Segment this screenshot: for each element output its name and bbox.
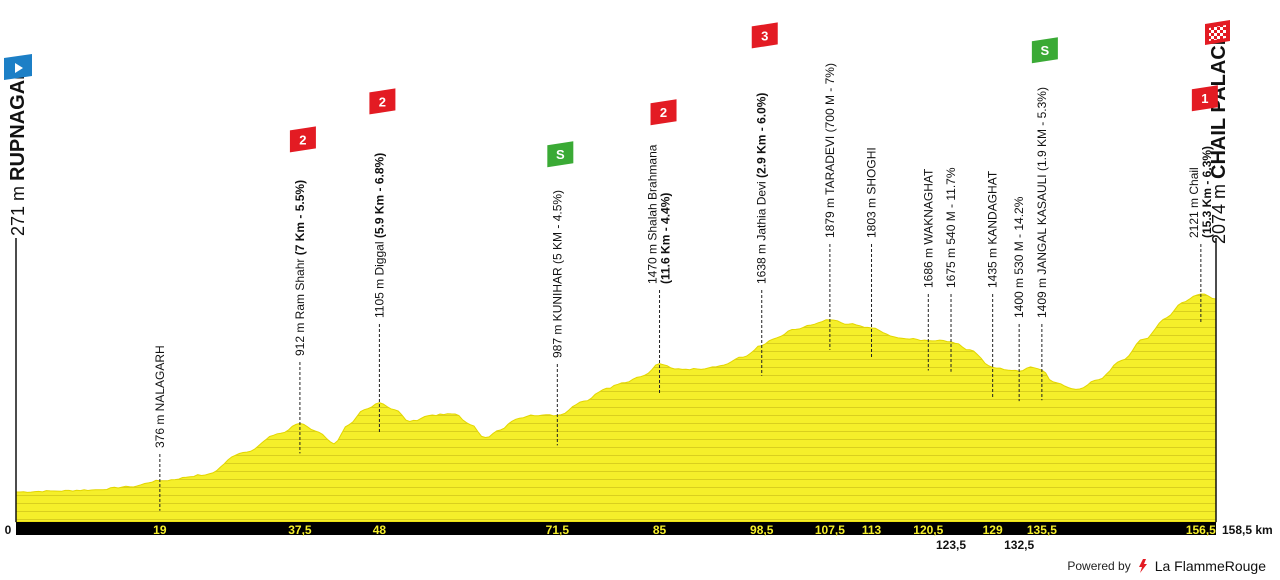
badge-shape (650, 99, 677, 126)
climb-category-badge: 2 (289, 126, 316, 153)
waypoint-label: 1803 m SHOGHI (865, 147, 879, 238)
badge-text: 1 (1201, 91, 1208, 106)
powered-by-text: Powered by (1067, 559, 1131, 573)
x-tick-label: 129 (983, 523, 1003, 537)
waypoint-label: 1675 m 540 M - 11.7% (944, 167, 958, 288)
sprint-badge: S (547, 141, 574, 168)
badge-shape (289, 126, 316, 153)
x-tick-label: 135,5 (1027, 523, 1057, 537)
badge-shape (1191, 85, 1218, 112)
x-tick-label: 19 (153, 523, 167, 537)
x-tick-label-lower: 123,5 (936, 538, 966, 552)
badge-text: 2 (299, 132, 306, 147)
waypoint-label: (11.6 Km - 4.4%) (659, 193, 673, 284)
waypoint-label-part: (11.6 Km - 4.4%) (659, 193, 673, 284)
waypoint-label: 1638 m Jathia Devi (2.9 Km - 6.0%) (755, 93, 769, 284)
waypoint-label-part: 1470 m Shalah Brahmana (646, 144, 660, 284)
waypoint-label-part: 912 m Ram Shahr (293, 255, 307, 356)
finish-altitude: 2074 m (1209, 179, 1229, 244)
waypoint-label-part: 1400 m 530 M - 14.2% (1012, 196, 1026, 318)
waypoint-label-part: 1409 m JANGAL KASAULI (1.9 KM - 5.3%) (1035, 87, 1049, 318)
x-tick-label: 48 (373, 523, 387, 537)
x-tick-label: 0 (5, 523, 12, 537)
badge-text: S (556, 147, 565, 162)
distance-axis-bar (16, 522, 1216, 535)
waypoint-label-part: 987 m KUNIHAR (5 KM - 4.5%) (550, 190, 564, 358)
waypoint-label-part: 1686 m WAKNAGHAT (921, 168, 935, 288)
x-tick-label: 156,5 (1186, 523, 1216, 537)
finish-checkered-flag-icon (1205, 20, 1230, 45)
waypoint-label: 1470 m Shalah Brahmana (646, 144, 660, 284)
waypoint-label: 912 m Ram Shahr (7 Km - 5.5%) (293, 180, 307, 356)
badge-text: 2 (379, 94, 386, 109)
start-label: 271 m RUPNAGAR (7, 65, 29, 236)
waypoint-label-part: (2.9 Km - 6.0%) (755, 93, 769, 178)
x-tick-label-lower: 132,5 (1004, 538, 1034, 552)
waypoint-label: 1105 m Diggal (5.9 Km - 6.8%) (372, 153, 386, 318)
x-tick-label: 107,5 (815, 523, 845, 537)
finish-name: CHAIL PALACE (1208, 32, 1230, 179)
badge-shape (1031, 37, 1058, 64)
x-end-label: 158,5 km (1222, 523, 1273, 537)
waypoint-label-part: 1105 m Diggal (372, 238, 386, 318)
waypoint-label-part: 2121 m Chail (1187, 167, 1201, 238)
x-tick-label: 37,5 (288, 523, 312, 537)
waypoint-label: 1879 m TARADEVI (700 M - 7%) (823, 63, 837, 238)
waypoint-label-part: 1879 m TARADEVI (700 M - 7%) (823, 63, 837, 238)
waypoint-label: 1409 m JANGAL KASAULI (1.9 KM - 5.3%) (1035, 87, 1049, 318)
start-name: RUPNAGAR (7, 65, 29, 181)
waypoint-label: 2121 m Chail (1187, 167, 1201, 238)
flamme-rouge-logo-icon (1138, 559, 1147, 573)
climb-category-badge: 2 (650, 99, 677, 126)
badge-shape (547, 141, 574, 168)
brand-name: La FlammeRouge (1154, 558, 1266, 574)
x-tick-label: 85 (653, 523, 667, 537)
finish-label: 2074 m CHAIL PALACE (1208, 32, 1230, 244)
waypoint-label-part: (15.3 Km - 6.3%) (1200, 146, 1214, 238)
start-altitude: 271 m (8, 181, 28, 236)
waypoint-label-part: 1803 m SHOGHI (865, 147, 879, 238)
x-tick-label: 113 (862, 523, 882, 537)
waypoint-label: 1435 m KANDAGHAT (986, 170, 1000, 288)
badge-shape (369, 88, 396, 115)
waypoint-label: 987 m KUNIHAR (5 KM - 4.5%) (550, 190, 564, 358)
waypoint-label-part: 1435 m KANDAGHAT (986, 170, 1000, 288)
waypoint-label-part: 1638 m Jathia Devi (755, 178, 769, 284)
waypoint-label-part: (7 Km - 5.5%) (293, 180, 307, 255)
x-tick-label: 98,5 (750, 523, 774, 537)
climb-category-badge: 1 (1191, 85, 1218, 112)
sprint-badge: S (1031, 37, 1058, 64)
waypoint-label: 1400 m 530 M - 14.2% (1012, 196, 1026, 318)
waypoint-label: (15.3 Km - 6.3%) (1200, 146, 1214, 238)
badge-text: 2 (660, 105, 667, 120)
waypoint-label-part: (5.9 Km - 6.8%) (372, 153, 386, 238)
waypoint-label: 1686 m WAKNAGHAT (921, 168, 935, 288)
climb-category-badge: 3 (751, 22, 778, 49)
waypoint-label-part: 1675 m 540 M - 11.7% (944, 167, 958, 288)
waypoint-label: 376 m NALAGARH (153, 345, 167, 448)
climb-category-badge: 2 (369, 88, 396, 115)
x-tick-label: 71,5 (546, 523, 570, 537)
badge-text: S (1041, 43, 1050, 58)
x-tick-label: 120,5 (913, 523, 943, 537)
waypoint-label-part: 376 m NALAGARH (153, 345, 167, 448)
badge-shape (751, 22, 778, 49)
start-flag-icon (4, 54, 32, 80)
badge-text: 3 (761, 28, 768, 43)
powered-by-footer: Powered by La FlammeRouge (1067, 558, 1266, 574)
elevation-profile-area (15, 293, 1217, 523)
